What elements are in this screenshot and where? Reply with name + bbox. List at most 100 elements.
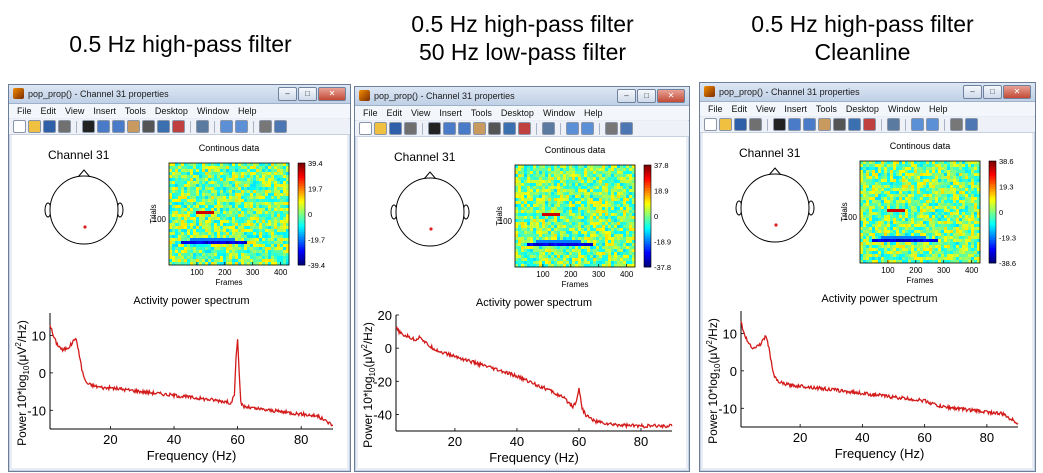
heatmap-cell — [205, 262, 209, 266]
zoom-out-icon[interactable] — [112, 120, 125, 133]
link-icon[interactable] — [542, 122, 555, 135]
new-file-icon[interactable] — [704, 118, 717, 131]
zoom-out-icon[interactable] — [458, 122, 471, 135]
close-button[interactable]: ✕ — [318, 87, 346, 101]
open-file-icon[interactable] — [374, 122, 387, 135]
maximize-button[interactable]: □ — [983, 85, 1002, 99]
new-file-icon[interactable] — [359, 122, 372, 135]
menu-edit[interactable]: Edit — [386, 108, 403, 118]
heatmap-cell — [521, 246, 525, 250]
menu-window[interactable]: Window — [542, 108, 575, 118]
pan-icon[interactable] — [818, 118, 831, 131]
close-button[interactable]: ✕ — [657, 89, 685, 103]
rotate-icon[interactable] — [488, 122, 501, 135]
show-plot-tools-icon[interactable] — [965, 118, 978, 131]
zoom-in-icon[interactable] — [788, 118, 801, 131]
heatmap-cell — [881, 191, 885, 195]
show-plot-tools-icon[interactable] — [620, 122, 633, 135]
brush-icon[interactable] — [863, 118, 876, 131]
colorbar-icon[interactable] — [220, 120, 233, 133]
colorbar-icon[interactable] — [911, 118, 924, 131]
data-cursor-icon[interactable] — [848, 118, 861, 131]
zoom-in-icon[interactable] — [97, 120, 110, 133]
pan-icon[interactable] — [473, 122, 486, 135]
menu-window[interactable]: Window — [887, 104, 920, 114]
heatmap-cell — [569, 204, 573, 208]
window-titlebar[interactable]: pop_prop() - Channel 31 properties – □ ✕ — [700, 83, 1035, 102]
legend-icon[interactable] — [581, 122, 594, 135]
figure-window-3[interactable]: pop_prop() - Channel 31 properties – □ ✕ Fil… — [699, 82, 1036, 472]
menu-edit[interactable]: Edit — [731, 104, 748, 114]
menu-desktop[interactable]: Desktop — [500, 108, 534, 118]
menu-window[interactable]: Window — [196, 106, 229, 116]
rotate-icon[interactable] — [833, 118, 846, 131]
pan-icon[interactable] — [127, 120, 140, 133]
heatmap-cell — [533, 210, 537, 214]
hide-plot-tools-icon[interactable] — [605, 122, 618, 135]
hide-plot-tools-icon[interactable] — [950, 118, 963, 131]
figure-window-1[interactable]: pop_prop() - Channel 31 properties – □ ✕ Fil… — [8, 84, 351, 472]
minimize-button[interactable]: – — [963, 85, 982, 99]
link-icon[interactable] — [196, 120, 209, 133]
heatmap-cell — [533, 180, 537, 184]
pointer-icon[interactable] — [82, 120, 95, 133]
legend-icon[interactable] — [235, 120, 248, 133]
data-cursor-icon[interactable] — [157, 120, 170, 133]
menu-file[interactable]: File — [363, 108, 378, 118]
save-icon[interactable] — [389, 122, 402, 135]
pointer-icon[interactable] — [428, 122, 441, 135]
menu-insert[interactable]: Insert — [439, 108, 462, 118]
heatmap-cell — [524, 249, 528, 253]
menu-insert[interactable]: Insert — [784, 104, 807, 114]
figure-window-2[interactable]: pop_prop() - Channel 31 properties – □ ✕ Fil… — [354, 86, 690, 472]
heatmap-cell — [923, 245, 927, 249]
close-button[interactable]: ✕ — [1003, 85, 1031, 99]
menu-desktop[interactable]: Desktop — [845, 104, 879, 114]
heatmap-cell — [548, 168, 552, 172]
zoom-in-icon[interactable] — [443, 122, 456, 135]
show-plot-tools-icon[interactable] — [274, 120, 287, 133]
menu-desktop[interactable]: Desktop — [154, 106, 188, 116]
colorbar-icon[interactable] — [566, 122, 579, 135]
save-icon[interactable] — [734, 118, 747, 131]
menu-tools[interactable]: Tools — [470, 108, 492, 118]
menu-help[interactable]: Help — [583, 108, 603, 118]
menu-view[interactable]: View — [411, 108, 431, 118]
window-titlebar[interactable]: pop_prop() - Channel 31 properties – □ ✕ — [355, 87, 689, 106]
maximize-button[interactable]: □ — [298, 87, 317, 101]
menu-view[interactable]: View — [65, 106, 85, 116]
menu-view[interactable]: View — [756, 104, 776, 114]
pointer-icon[interactable] — [773, 118, 786, 131]
brush-icon[interactable] — [518, 122, 531, 135]
link-icon[interactable] — [887, 118, 900, 131]
heatmap-cell — [596, 189, 600, 193]
heatmap-cell — [524, 189, 528, 193]
print-icon[interactable] — [404, 122, 417, 135]
brush-icon[interactable] — [172, 120, 185, 133]
heatmap-cell — [560, 177, 564, 181]
menu-tools[interactable]: Tools — [124, 106, 146, 116]
menu-help[interactable]: Help — [237, 106, 257, 116]
print-icon[interactable] — [749, 118, 762, 131]
menu-file[interactable]: File — [17, 106, 32, 116]
open-file-icon[interactable] — [719, 118, 732, 131]
print-icon[interactable] — [58, 120, 71, 133]
minimize-button[interactable]: – — [278, 87, 297, 101]
menu-help[interactable]: Help — [928, 104, 948, 114]
zoom-out-icon[interactable] — [803, 118, 816, 131]
heatmap-cell — [244, 181, 248, 185]
window-titlebar[interactable]: pop_prop() - Channel 31 properties – □ ✕ — [9, 85, 350, 104]
hide-plot-tools-icon[interactable] — [259, 120, 272, 133]
legend-icon[interactable] — [926, 118, 939, 131]
rotate-icon[interactable] — [142, 120, 155, 133]
save-icon[interactable] — [43, 120, 56, 133]
new-file-icon[interactable] — [13, 120, 26, 133]
menu-tools[interactable]: Tools — [815, 104, 837, 114]
data-cursor-icon[interactable] — [503, 122, 516, 135]
menu-insert[interactable]: Insert — [93, 106, 116, 116]
maximize-button[interactable]: □ — [637, 89, 656, 103]
open-file-icon[interactable] — [28, 120, 41, 133]
minimize-button[interactable]: – — [617, 89, 636, 103]
menu-file[interactable]: File — [708, 104, 723, 114]
menu-edit[interactable]: Edit — [40, 106, 57, 116]
